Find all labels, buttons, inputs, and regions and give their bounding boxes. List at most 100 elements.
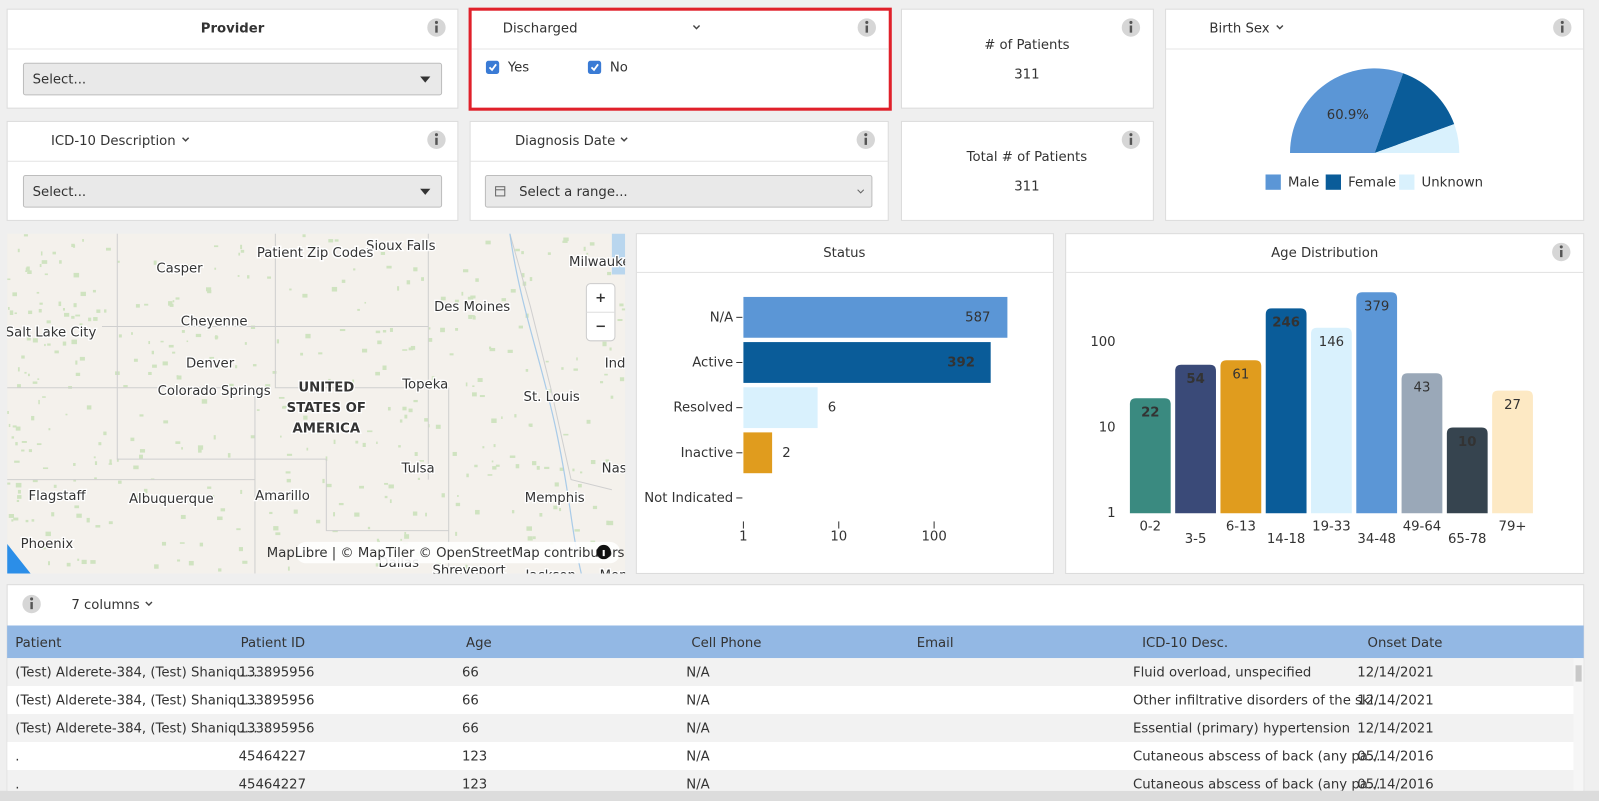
map-vegetation	[51, 512, 55, 517]
select-box[interactable]: Select a range...	[484, 174, 873, 208]
info-icon[interactable]	[1121, 18, 1141, 37]
dropdown-chevron[interactable]	[692, 25, 701, 30]
map-vegetation	[273, 526, 279, 531]
map-vegetation	[71, 339, 77, 345]
dropdown-chevron[interactable]	[182, 137, 190, 142]
map-vegetation	[617, 319, 623, 322]
info-icon[interactable]	[857, 18, 876, 37]
column-header[interactable]: Onset Date	[1368, 636, 1443, 651]
pie-slice	[1374, 124, 1460, 154]
x-tick-label: 3-5	[1185, 532, 1207, 547]
y-tick-label: Resolved	[673, 401, 733, 416]
map-vegetation	[199, 542, 204, 547]
map-vegetation	[195, 333, 202, 338]
table-cell: 123	[462, 749, 487, 764]
info-icon[interactable]	[22, 594, 41, 614]
select-box[interactable]: Select...	[22, 174, 443, 208]
map-vegetation	[474, 464, 478, 468]
columns-toggle[interactable]: 7 columns	[71, 598, 139, 613]
column-header[interactable]: Cell Phone	[691, 636, 761, 651]
table-cell: N/A	[686, 665, 709, 680]
map-boundary	[509, 233, 552, 388]
checkbox[interactable]: Yes	[485, 60, 529, 75]
horizontal-scrollbar[interactable]	[0, 790, 1599, 801]
map-vegetation	[511, 510, 515, 514]
map-vegetation	[380, 251, 386, 255]
info-icon[interactable]	[1553, 18, 1572, 37]
column-header[interactable]: ICD-10 Desc.	[1142, 636, 1228, 651]
zoom-out-button[interactable]: −	[595, 320, 606, 335]
map-vegetation	[561, 367, 564, 370]
map-vegetation	[452, 451, 457, 456]
kpi-label: # of Patients	[984, 38, 1069, 53]
map-vegetation	[527, 536, 533, 541]
checkbox-check	[590, 63, 599, 72]
map-title: Patient Zip Codes	[257, 246, 374, 261]
info-icon[interactable]	[1121, 130, 1141, 149]
map-vegetation	[238, 547, 244, 552]
map-vegetation	[28, 449, 33, 453]
column-header[interactable]: Email	[917, 636, 954, 651]
map-vegetation	[264, 391, 269, 394]
column-header[interactable]: Patient	[15, 636, 61, 651]
column-header[interactable]: Patient ID	[241, 636, 305, 651]
map-vegetation	[81, 559, 87, 565]
map-vegetation	[553, 505, 558, 510]
map-vegetation	[610, 395, 614, 399]
info-icon[interactable]	[427, 130, 446, 149]
map-vegetation	[106, 247, 111, 251]
map-vegetation	[214, 336, 219, 339]
pie-label: 60.9%	[1327, 108, 1369, 123]
map-vegetation	[326, 483, 332, 488]
column-header[interactable]: Age	[466, 636, 492, 651]
checkbox[interactable]: No	[587, 60, 628, 75]
info-icon-dot	[865, 20, 869, 24]
map-place-label: Des Moines	[434, 300, 510, 315]
map-vegetation	[32, 338, 38, 343]
dropdown-chevron[interactable]	[620, 137, 628, 142]
map-vegetation	[525, 369, 529, 372]
map-vegetation	[181, 447, 183, 450]
map-vegetation	[586, 252, 589, 256]
bar	[1220, 360, 1262, 514]
scrollbar-thumb[interactable]	[1575, 665, 1582, 682]
info-icon[interactable]	[427, 18, 446, 37]
map-vegetation	[32, 381, 38, 384]
map-vegetation	[302, 234, 306, 238]
select-box[interactable]: Select...	[22, 62, 443, 96]
map-vegetation	[485, 240, 491, 245]
table-cell: N/A	[686, 693, 709, 708]
map-vegetation	[526, 526, 533, 531]
select-field	[22, 174, 443, 208]
zoom-in-button[interactable]: +	[595, 291, 606, 306]
map-vegetation	[521, 273, 525, 278]
map-vegetation	[54, 350, 59, 354]
map-vegetation	[375, 330, 381, 334]
map-vegetation	[220, 508, 226, 512]
map-vegetation	[359, 485, 365, 489]
map-vegetation	[90, 560, 96, 564]
map-vegetation	[435, 424, 441, 429]
map-vegetation	[467, 296, 474, 300]
info-icon[interactable]	[856, 130, 875, 149]
map-vegetation	[160, 340, 164, 343]
map-place-label: Flagstaff	[29, 489, 87, 504]
dropdown-chevron[interactable]	[145, 601, 153, 607]
map-vegetation	[25, 270, 28, 273]
table-cell: (Test) Alderete-384, (Test) Shaniqu...	[15, 665, 257, 680]
map-vegetation	[148, 371, 152, 376]
info-icon[interactable]	[1552, 242, 1571, 262]
map-vegetation	[75, 372, 81, 376]
map-vegetation	[17, 489, 21, 494]
table-cell: 45464227	[239, 777, 306, 792]
map-vegetation	[163, 420, 169, 424]
map-vegetation	[12, 425, 17, 428]
map-vegetation	[278, 396, 285, 399]
dropdown-chevron[interactable]	[1276, 25, 1284, 30]
map-vegetation	[72, 244, 76, 248]
map-vegetation	[86, 405, 92, 410]
checkbox-label: Yes	[507, 60, 529, 75]
table-cell: N/A	[686, 777, 709, 792]
map-vegetation	[322, 478, 325, 484]
map-vegetation	[404, 414, 408, 419]
